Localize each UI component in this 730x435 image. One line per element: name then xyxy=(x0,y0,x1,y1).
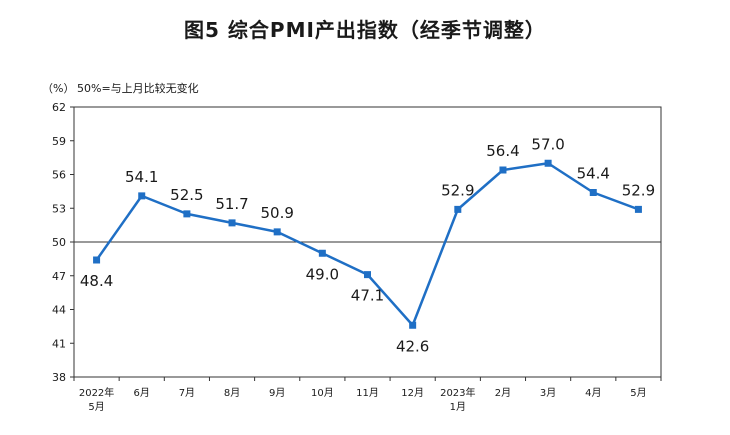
data-point xyxy=(183,210,191,218)
data-point xyxy=(318,249,326,257)
x-tick-label: 3月 xyxy=(540,387,556,399)
y-tick-label: 53 xyxy=(52,202,66,215)
data-label: 52.9 xyxy=(441,181,474,199)
x-tick-label: 2月 xyxy=(495,387,511,399)
data-point xyxy=(634,205,642,213)
x-tick-label: 12月 xyxy=(401,387,424,399)
x-tick-label: 2022年 5月 xyxy=(79,386,114,413)
data-label: 54.1 xyxy=(125,168,158,186)
y-tick-label: 62 xyxy=(52,101,66,114)
data-label: 52.5 xyxy=(170,186,203,204)
y-tick-label: 59 xyxy=(52,135,66,148)
chart-title: 图5 综合PMI产出指数（经季节调整） xyxy=(184,18,546,42)
data-point xyxy=(273,228,281,236)
data-label: 48.4 xyxy=(80,272,113,290)
data-point xyxy=(544,159,552,167)
data-point xyxy=(499,166,507,174)
x-tick-label: 6月 xyxy=(134,387,150,399)
y-tick-label: 56 xyxy=(52,169,66,182)
x-tick-label: 11月 xyxy=(356,387,379,399)
data-label: 47.1 xyxy=(351,287,384,305)
x-tick-label: 9月 xyxy=(269,387,285,399)
y-unit-label: （%） xyxy=(42,82,74,95)
x-tick-label: 2023年 1月 xyxy=(440,386,475,413)
data-point xyxy=(228,219,236,227)
data-label: 42.6 xyxy=(396,337,429,355)
y-tick-label: 41 xyxy=(52,337,66,350)
data-point xyxy=(364,271,371,279)
y-tick-label: 47 xyxy=(52,270,66,283)
x-tick-label: 10月 xyxy=(311,387,334,399)
data-label: 49.0 xyxy=(306,265,339,283)
data-point xyxy=(138,192,146,200)
x-tick-label: 4月 xyxy=(585,387,601,399)
data-label: 52.9 xyxy=(622,181,655,199)
data-label: 56.4 xyxy=(486,142,519,160)
y-tick-label: 38 xyxy=(52,371,66,384)
x-tick-label: 8月 xyxy=(224,387,240,399)
reference-note: 50%=与上月比较无变化 xyxy=(77,81,199,95)
x-tick-label: 5月 xyxy=(630,387,646,399)
data-point xyxy=(409,321,417,329)
y-tick-label: 44 xyxy=(52,304,66,317)
data-label: 51.7 xyxy=(215,195,248,213)
x-tick-label: 7月 xyxy=(179,387,195,399)
data-point xyxy=(589,189,597,196)
data-label: 54.4 xyxy=(577,165,610,183)
data-point xyxy=(454,205,462,213)
data-label: 50.9 xyxy=(260,204,293,222)
data-label: 57.0 xyxy=(531,135,564,153)
data-point xyxy=(93,256,101,264)
y-tick-label: 50 xyxy=(52,236,66,249)
